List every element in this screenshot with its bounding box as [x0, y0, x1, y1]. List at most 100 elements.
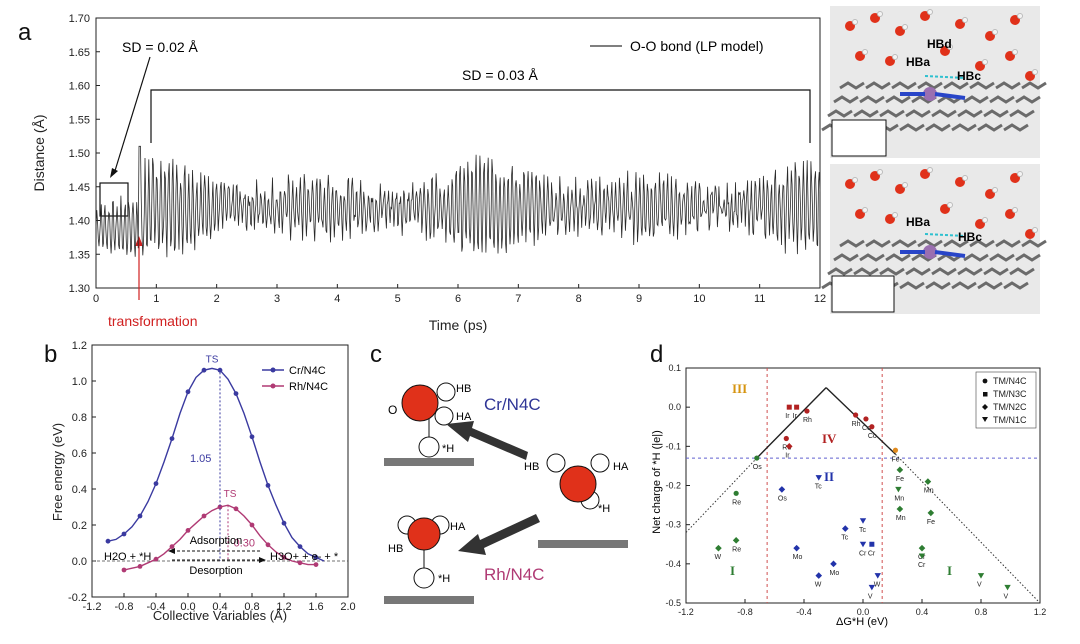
panel-a-x-tick-label: 8: [576, 293, 582, 305]
graphene-bond: [827, 109, 853, 118]
graphene-bond: [891, 239, 917, 248]
graphene-bond: [963, 253, 989, 262]
scatter-label-tc: Tc: [841, 535, 849, 542]
graphene-bond: [995, 81, 1021, 90]
water-hydrogen: [902, 182, 908, 188]
panel-b-series-0-line: [107, 367, 325, 562]
panel-b-y-tick-label: 0.6: [72, 448, 87, 460]
panel-b-series-1-point: [281, 555, 287, 560]
panel-a-x-tick-label: 6: [455, 293, 461, 305]
panel-b-series-1-point: [233, 506, 239, 512]
structure-top-hbc: HBc: [957, 69, 981, 83]
scatter-label-mo: Mo: [793, 554, 803, 561]
ha-label-top: HA: [456, 411, 472, 423]
graphene-bond: [865, 239, 891, 248]
panel-a-x-tick-label: 1: [153, 293, 159, 305]
graphene-bond: [865, 81, 891, 90]
scatter-label-tc: Tc: [815, 484, 823, 491]
legend-n2c-text: TM/N2C: [993, 402, 1027, 412]
water-hydrogen: [862, 207, 868, 213]
scatter-label-w: W: [815, 582, 822, 589]
water-hydrogen: [947, 202, 953, 208]
panel-b-y-tick-label: 1.2: [72, 340, 87, 352]
panel-a-x-tick-label: 0: [93, 293, 99, 305]
panel-b-desorption-label: Desorption: [189, 565, 242, 577]
scatter-label-co: Co: [862, 425, 871, 432]
scatter-label-mn: Mn: [894, 495, 904, 502]
graphene-bond: [977, 281, 1003, 290]
panel-a-y-ticks: 1.30 1.35 1.40 1.45 1.50 1.55 1.60 1.65 1.70: [69, 13, 100, 295]
scatter-point-mn: [924, 478, 932, 485]
region-iv: IV: [822, 431, 837, 446]
graphene-bond: [1003, 281, 1029, 290]
graphene-bond: [943, 81, 969, 90]
panel-d-volcano-left-dotted: [685, 457, 758, 533]
panel-a-x-tick-label: 3: [274, 293, 280, 305]
graphene-bond: [833, 95, 859, 104]
panel-b-series-1-point: [137, 564, 143, 569]
panel-b-y-ticks: -0.2 0.0 0.2 0.4 0.6 0.8 1.0 1.2: [68, 340, 96, 604]
h-label-bottom: *H: [438, 573, 450, 585]
panel-d-y-tick-label: -0.3: [665, 520, 681, 530]
panel-b-series-0-point: [137, 513, 143, 519]
legend-n1c-text: TM/N1C: [993, 415, 1027, 425]
graphene-bond: [899, 281, 925, 290]
panel-a-y-tick-label: 1.60: [69, 81, 90, 93]
panel-b-y-tick-label: 0.8: [72, 412, 87, 424]
scatter-label-w: W: [874, 582, 881, 589]
panel-b-reactants: H2O + *H: [104, 551, 151, 563]
legend-rh-text: Rh/N4C: [289, 381, 328, 393]
scatter-point-rh: [853, 412, 859, 418]
graphene-bond: [891, 81, 917, 90]
panel-b-x-tick-label: -1.2: [83, 601, 102, 613]
panel-b-y-tick-label: -0.2: [68, 592, 87, 604]
scatter-point-tc: [842, 525, 849, 532]
panel-d-y-tick-label: 0.0: [668, 402, 681, 412]
graphene-bond: [989, 95, 1015, 104]
panel-letter-a: a: [18, 19, 32, 46]
water-hydrogen: [1017, 171, 1023, 177]
panel-d-x-ticks: -1.2 -0.8 -0.4 0.0 0.4 0.8 1.2: [678, 599, 1046, 617]
scatter-point-fe: [927, 509, 935, 517]
panel-b-series-1-point: [265, 542, 271, 548]
graphene-bond: [1015, 95, 1041, 104]
structure-top-graphene: [821, 9, 1047, 132]
graphene-bond: [839, 239, 865, 248]
graphene-bond: [1003, 123, 1029, 132]
panel-d-x-tick-label: -0.8: [737, 607, 753, 617]
scatter-point-mo: [830, 560, 837, 568]
panel-a-x-tick-label: 5: [395, 293, 401, 305]
label-cr-n4c: Cr/N4C: [484, 395, 541, 414]
panel-a-sd2-bracket: [150, 89, 811, 143]
panel-b-series-0-point: [153, 481, 159, 486]
graphene-bond: [905, 109, 931, 118]
panel-b-barrier-rh: 0.30: [234, 538, 255, 550]
panel-b-series-1-point: [249, 522, 255, 528]
panel-letter-d: d: [650, 341, 663, 368]
panel-b-adsorption-label: Adsorption: [190, 535, 243, 547]
legend-n4c-marker: [982, 378, 988, 384]
scatter-label-w: W: [714, 554, 721, 561]
panel-b-series-0-point: [121, 531, 127, 537]
scatter-label-cr: Cr: [918, 562, 926, 569]
metal-atom: [923, 245, 937, 259]
panel-b-y-tick-label: 0.4: [72, 484, 87, 496]
water-hydrogen: [1012, 207, 1018, 213]
h-label-top: *H: [442, 443, 454, 455]
hb-label-right: HB: [524, 461, 539, 473]
metal-atom: [923, 87, 937, 101]
graphene-bond: [905, 267, 931, 276]
scatter-label-ir: Ir: [785, 413, 790, 420]
panel-b-ts-cr: TS: [206, 354, 219, 365]
graphene-bond: [951, 123, 977, 132]
panel-d-x-tick-label: 0.8: [975, 607, 988, 617]
legend-rh-marker: [270, 383, 276, 389]
h-label-right: *H: [598, 503, 610, 515]
water-hydrogen: [992, 187, 998, 193]
panel-b-xlabel: Collective Variables (Å): [153, 608, 287, 623]
scatter-point-cr: [869, 541, 875, 547]
scatter-point-mn: [896, 505, 904, 513]
water-hydrogen: [1032, 227, 1038, 233]
panel-a-y-tick-label: 1.70: [69, 13, 90, 25]
